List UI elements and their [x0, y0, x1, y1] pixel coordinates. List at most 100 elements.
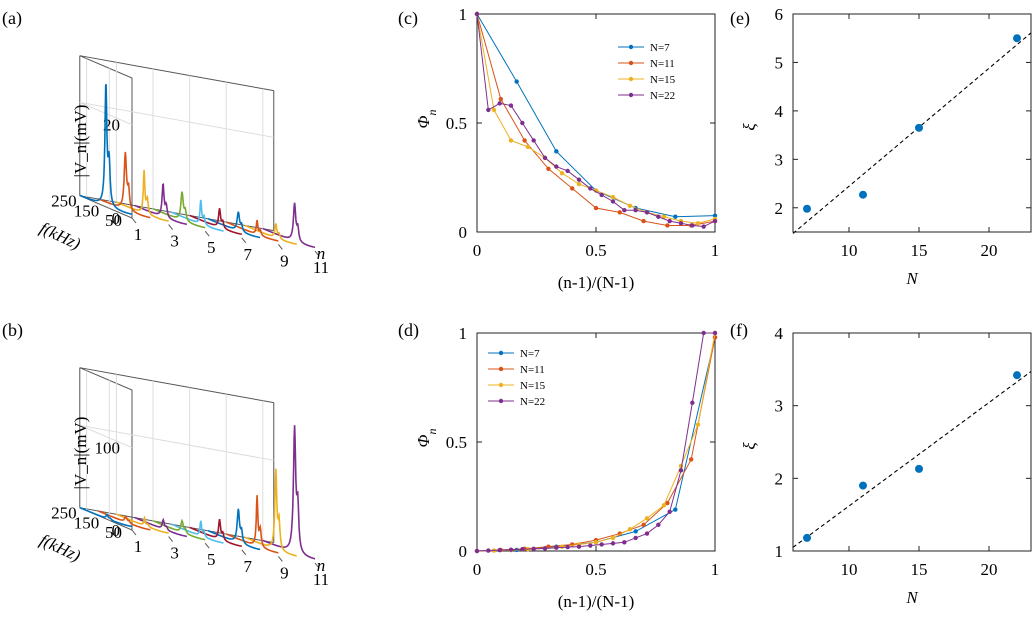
- spectrum-n10: [244, 223, 297, 245]
- y-tick-label: 4: [775, 102, 784, 121]
- data-point-N=11-10: [689, 457, 694, 462]
- axes-box: [476, 13, 716, 233]
- data-point-4: [1013, 371, 1021, 380]
- data-point-N=22-22: [712, 330, 718, 336]
- data-point-N=22-5: [520, 120, 525, 126]
- n-tick-label: 1: [134, 537, 143, 556]
- f-axis-label: f(kHz): [37, 530, 84, 565]
- data-point-N=7-5: [633, 529, 638, 534]
- series-line-N=22: [476, 332, 715, 552]
- n-tick: [168, 536, 173, 542]
- data-point-N=22-1: [474, 548, 480, 554]
- axes-box: [792, 13, 1032, 233]
- n-tick: [278, 244, 283, 250]
- n-tick: [241, 549, 247, 556]
- y-tick-label: 1: [459, 324, 468, 343]
- f-tick-label: 150: [74, 513, 100, 532]
- data-point-N=22-12: [599, 192, 604, 198]
- spectrum-n2: [97, 151, 151, 219]
- data-point-N=22-20: [690, 223, 695, 228]
- data-point-N=22-8: [554, 545, 559, 550]
- data-point-N=15-14: [695, 422, 701, 427]
- n-tick: [278, 556, 283, 562]
- data-point-N=22-15: [633, 208, 638, 213]
- data-point-N=22-2: [486, 107, 491, 113]
- data-point-N=22-22: [712, 218, 718, 224]
- data-point-N=15-10: [627, 527, 633, 532]
- data-point-N=22-13: [610, 199, 616, 204]
- fit-line: [792, 371, 1032, 548]
- legend-entry-N=7: N=7: [650, 42, 670, 54]
- n-tick-label: 9: [280, 563, 289, 582]
- spectrum-n7: [189, 518, 242, 547]
- data-point-N=22-21: [701, 224, 706, 229]
- data-point-N=22-6: [531, 138, 536, 143]
- panel-label-c: (c): [398, 8, 418, 29]
- y-tick-label: 2: [775, 469, 784, 488]
- n-tick: [204, 542, 210, 549]
- n-tick-label: 5: [207, 550, 216, 569]
- y-axis-label: Φn: [414, 429, 439, 448]
- z-axis-label: |V_n|(mV): [71, 105, 90, 178]
- data-point-N=7-3: [554, 149, 559, 154]
- y-tick-label: 6: [775, 5, 784, 24]
- data-point-N=7-6: [673, 507, 678, 512]
- data-point-N=22-18: [667, 218, 672, 224]
- x-axis-label: (n-1)/(N-1): [558, 592, 634, 611]
- legend-entry-N=11: N=11: [650, 58, 675, 70]
- data-point-N=22-14: [622, 540, 627, 545]
- data-point-N=22-16: [644, 210, 650, 215]
- y-tick-label: 4: [775, 324, 784, 343]
- data-point-N=15-6: [559, 170, 565, 176]
- y-tick-label: 5: [775, 53, 784, 72]
- spectrum-n9: [225, 219, 279, 242]
- n-tick: [131, 529, 137, 536]
- data-point-N=22-4: [508, 547, 514, 552]
- series-line-N=7: [476, 13, 716, 218]
- legend-marker-N=15: [628, 76, 634, 82]
- x-tick-label: 15: [911, 560, 928, 579]
- data-point-1: [803, 204, 811, 213]
- legend-marker-N=22: [628, 92, 634, 98]
- data-point-N=11-2: [498, 96, 503, 102]
- x-tick-label: 0.5: [585, 560, 606, 579]
- y-tick-label: 0.5: [446, 114, 467, 133]
- data-point-N=15-8: [593, 188, 599, 193]
- x-tick-label: 0: [473, 560, 482, 579]
- axis-wall-edge: [79, 55, 133, 79]
- y-tick-label: 0.5: [446, 433, 467, 452]
- data-point-N=22-17: [656, 214, 661, 219]
- data-point-3: [915, 123, 923, 132]
- f-tick-label: 50: [105, 211, 122, 230]
- data-point-1: [803, 533, 811, 542]
- axes-box: [792, 332, 1032, 552]
- data-point-N=22-7: [542, 546, 548, 551]
- data-point-N=11-6: [593, 205, 599, 211]
- data-point-N=7-2: [514, 79, 519, 84]
- data-point-N=11-7: [617, 210, 622, 215]
- series-line-N=15: [476, 332, 716, 552]
- data-point-N=11-9: [665, 223, 670, 228]
- n-tick: [168, 224, 173, 230]
- x-tick-label: 20: [981, 560, 998, 579]
- data-point-N=22-7: [542, 155, 548, 161]
- data-point-N=22-18: [667, 509, 672, 514]
- data-point-N=15-8: [593, 540, 599, 545]
- axes-box: [476, 332, 716, 552]
- data-point-N=15-10: [627, 203, 633, 209]
- f-tick-label: 150: [74, 201, 100, 220]
- legend-entry-N=15: N=15: [650, 74, 676, 86]
- series-line-N=22: [476, 13, 716, 228]
- data-point-N=22-1: [474, 11, 480, 17]
- n-axis-label: n: [317, 556, 326, 575]
- n-tick-label: 5: [207, 238, 216, 257]
- z-axis-label: |V_n|(mV): [71, 417, 90, 490]
- x-tick-label: 0: [473, 241, 482, 260]
- data-point-N=15-9: [610, 194, 616, 200]
- x-tick-label: 10: [841, 560, 858, 579]
- x-tick-label: 1: [711, 241, 720, 260]
- legend-marker-N=22: [498, 398, 504, 404]
- data-point-N=22-14: [622, 208, 627, 213]
- data-point-N=22-5: [520, 547, 525, 552]
